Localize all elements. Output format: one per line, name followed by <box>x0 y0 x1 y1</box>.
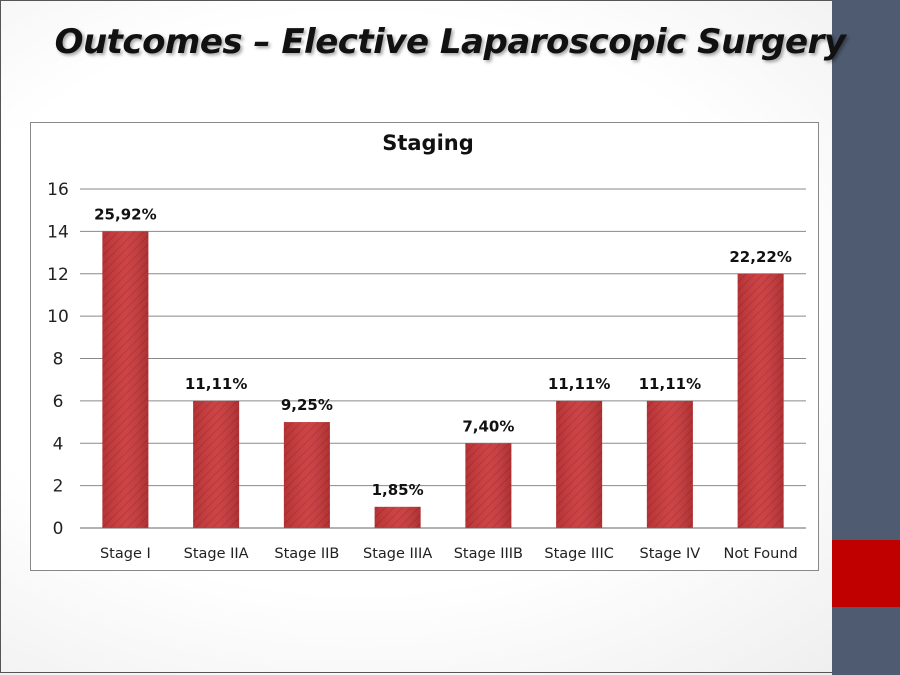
category-label: Stage I <box>100 546 151 562</box>
y-tick-label: 6 <box>53 392 64 412</box>
data-label: 25,92% <box>94 205 156 223</box>
data-label: 11,11% <box>639 375 701 393</box>
slide-title: Outcomes – Elective Laparoscopic Surgery <box>54 22 846 62</box>
bars <box>102 231 784 528</box>
bar-shading <box>102 231 149 528</box>
x-axis: Stage I Stage IIA Stage IIB Stage IIIA Stage… <box>80 527 806 562</box>
category-label: Not Found <box>723 546 797 562</box>
data-labels: 25,92% 11,11% 9,25% 1,85% 7,40% 11,11% 11,11% 2… <box>94 205 792 498</box>
y-tick-label: 14 <box>47 222 69 242</box>
data-label: 22,22% <box>729 248 791 266</box>
category-label: Stage IIIA <box>363 546 432 562</box>
y-tick-label: 2 <box>53 477 64 497</box>
chart-container: Staging 0 2 4 6 8 10 12 14 16 25,92% 11,11% 9,25% 1… <box>30 122 819 571</box>
category-label: Stage IIIB <box>454 546 523 562</box>
bar-shading <box>737 273 784 528</box>
y-tick-label: 4 <box>53 434 64 454</box>
bar-shading <box>465 443 512 528</box>
bar-shading <box>374 506 421 528</box>
data-label: 1,85% <box>372 481 424 499</box>
bar-shading <box>646 400 693 528</box>
side-accent <box>832 540 900 607</box>
data-label: 11,11% <box>548 375 610 393</box>
data-label: 11,11% <box>185 375 247 393</box>
category-label: Stage IIA <box>184 546 249 562</box>
y-tick-label: 0 <box>53 519 64 539</box>
staging-bar-chart: Staging 0 2 4 6 8 10 12 14 16 25,92% 11,11% 9,25% 1… <box>47 131 806 562</box>
y-axis: 0 2 4 6 8 10 12 14 16 <box>47 180 69 539</box>
y-tick-label: 16 <box>47 180 69 200</box>
bar-shading <box>556 400 603 528</box>
gridlines <box>80 188 806 529</box>
category-label: Stage IIB <box>274 546 339 562</box>
chart-title: Staging <box>382 131 474 155</box>
data-label: 9,25% <box>281 396 333 414</box>
y-tick-label: 8 <box>53 350 64 370</box>
bar-shading <box>193 400 240 528</box>
y-tick-label: 12 <box>47 265 69 285</box>
y-tick-label: 10 <box>47 307 69 327</box>
category-label: Stage IV <box>640 546 701 562</box>
category-label: Stage IIIC <box>544 546 613 562</box>
slide-frame <box>0 0 832 673</box>
bar-shading <box>283 422 330 528</box>
data-label: 7,40% <box>462 417 514 435</box>
